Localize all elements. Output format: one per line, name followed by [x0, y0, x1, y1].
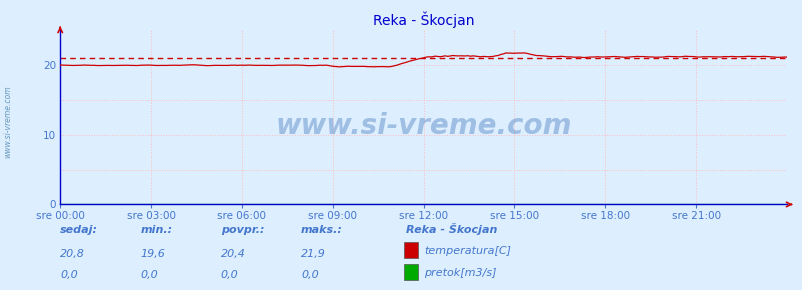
Text: min.:: min.: [140, 225, 172, 235]
Text: pretok[m3/s]: pretok[m3/s] [423, 268, 496, 278]
Text: maks.:: maks.: [301, 225, 342, 235]
Text: sedaj:: sedaj: [60, 225, 98, 235]
Text: www.si-vreme.com: www.si-vreme.com [3, 86, 13, 158]
Text: Reka - Škocjan: Reka - Škocjan [405, 223, 496, 235]
Text: 0,0: 0,0 [60, 270, 78, 280]
Text: 0,0: 0,0 [140, 270, 158, 280]
Text: 21,9: 21,9 [301, 249, 326, 259]
Text: 0,0: 0,0 [221, 270, 238, 280]
Text: 0,0: 0,0 [301, 270, 318, 280]
Text: temperatura[C]: temperatura[C] [423, 246, 510, 256]
Text: 19,6: 19,6 [140, 249, 165, 259]
Text: www.si-vreme.com: www.si-vreme.com [275, 112, 571, 140]
Text: 20,4: 20,4 [221, 249, 245, 259]
Title: Reka - Škocjan: Reka - Škocjan [372, 11, 474, 28]
Text: povpr.:: povpr.: [221, 225, 264, 235]
Text: 20,8: 20,8 [60, 249, 85, 259]
